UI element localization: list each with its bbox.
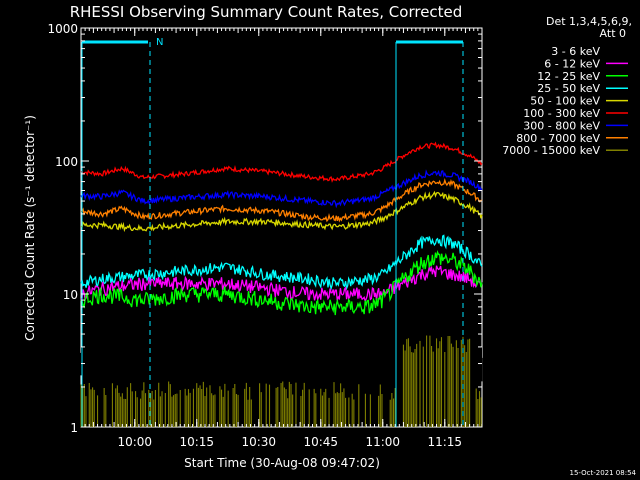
series-line-3 <box>80 234 483 291</box>
legend-header-attenuator: Att 0 <box>600 27 626 40</box>
x-tick-label: 10:00 <box>117 435 152 449</box>
timestamp: 15-Oct-2021 08:54 <box>570 469 637 477</box>
series-line-2 <box>80 250 483 316</box>
annotation-n: N <box>156 37 163 48</box>
axis-layer: 1 10 100 1000 10:00 10:15 10:30 10:45 11:00 11:15 <box>47 22 483 449</box>
legend-label-1: 6 - 12 keV <box>544 57 600 70</box>
series-line-4 <box>80 190 483 233</box>
series-layer <box>80 141 483 427</box>
legend-label-2: 12 - 25 keV <box>537 70 600 83</box>
legend-label-4: 50 - 100 keV <box>530 95 600 108</box>
series-line-7 <box>80 178 483 223</box>
legend-label-7: 800 - 7000 keV <box>516 132 600 145</box>
legend-label-3: 25 - 50 keV <box>537 82 600 95</box>
series-line-6 <box>80 169 483 209</box>
x-tick-label: 11:00 <box>365 435 400 449</box>
x-tick-label: 11:15 <box>427 435 462 449</box>
y-tick-label: 10 <box>63 288 78 302</box>
x-tick-label: 10:45 <box>303 435 338 449</box>
series-line-5 <box>80 141 483 183</box>
series-line-8 <box>80 335 482 427</box>
series-line-1 <box>80 265 483 303</box>
overlay-layer: N <box>81 37 464 427</box>
legend-label-8: 7000 - 15000 keV <box>502 144 600 157</box>
x-tick-label: 10:30 <box>241 435 276 449</box>
y-tick-label: 1 <box>70 421 78 435</box>
x-axis-label: Start Time (30-Aug-08 09:47:02) <box>184 456 380 470</box>
chart-title: RHESSI Observing Summary Count Rates, Co… <box>70 3 463 21</box>
legend-label-0: 3 - 6 keV <box>551 45 600 58</box>
y-tick-label: 1000 <box>47 22 78 36</box>
series-band-0 <box>81 346 482 364</box>
legend-label-5: 100 - 300 keV <box>523 107 600 120</box>
x-tick-label: 10:15 <box>179 435 214 449</box>
y-tick-label: 100 <box>55 155 78 169</box>
legend-label-6: 300 - 800 keV <box>523 119 600 132</box>
y-axis-label: Corrected Count Rate (s⁻¹ detector⁻¹) <box>23 115 37 341</box>
legend-header-detectors: Det 1,3,4,5,6,9, <box>546 15 632 28</box>
